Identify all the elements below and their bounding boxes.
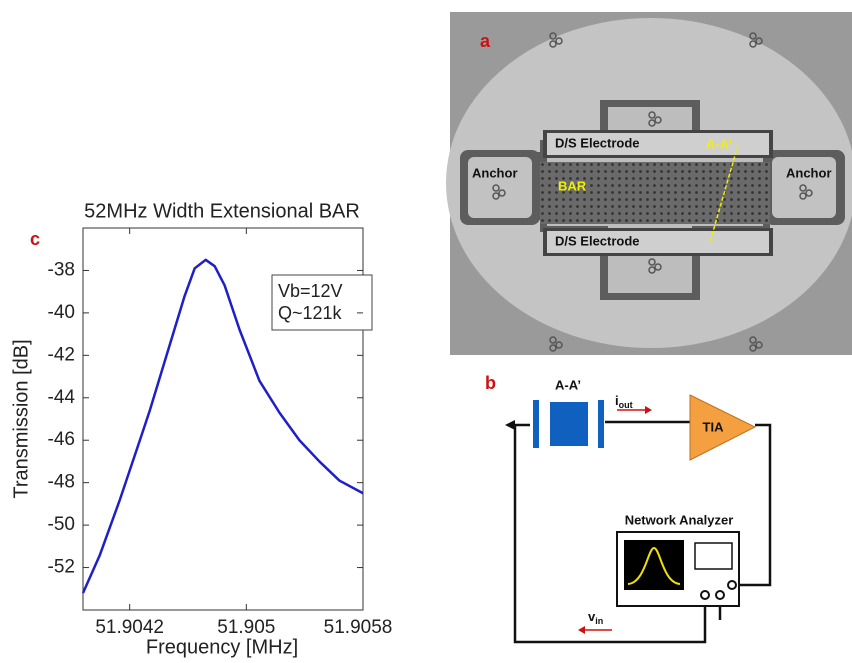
- y-tick-label: -38: [48, 259, 75, 280]
- arrow: [505, 420, 515, 430]
- y-tick-label: -52: [48, 557, 75, 578]
- current-label: iout: [615, 393, 633, 410]
- bar-label: BAR: [558, 178, 587, 193]
- annotation: Q~121k: [278, 303, 343, 323]
- analyzer-panel: [694, 542, 733, 570]
- current-symbol: i: [615, 393, 619, 408]
- anchor-label: Anchor: [472, 165, 518, 180]
- panel-label: b: [485, 373, 496, 393]
- micrograph: [446, 12, 852, 355]
- x-tick-label: 51.9058: [324, 617, 393, 638]
- anchor-label: Anchor: [786, 165, 832, 180]
- y-tick-label: -48: [48, 472, 75, 493]
- section-label: A-A’: [555, 377, 581, 392]
- x-axis-label: Frequency [MHz]: [146, 636, 298, 658]
- electrode: [598, 400, 604, 448]
- port: [727, 580, 737, 590]
- line-series: [81, 258, 364, 594]
- y-tick-label: -40: [48, 302, 75, 323]
- electrode: [533, 400, 539, 448]
- voltage-symbol: v: [588, 609, 596, 624]
- voltage-subscript: in: [595, 616, 603, 626]
- x-tick-label: 51.905: [217, 617, 275, 638]
- y-tick-label: -50: [48, 514, 75, 535]
- chart-title: 52MHz Width Extensional BAR: [84, 200, 360, 222]
- panel-label: a: [480, 31, 491, 51]
- electrode-label: D/S Electrode: [555, 135, 640, 150]
- x-tick-label: 51.9042: [95, 617, 164, 638]
- plot-frame: [82, 227, 364, 611]
- arrow: [578, 626, 585, 634]
- section-label: A-A’: [706, 136, 732, 151]
- port: [700, 590, 710, 600]
- y-tick-label: -42: [48, 344, 75, 365]
- panel-label: c: [30, 229, 40, 249]
- y-tick-label: -44: [48, 387, 76, 408]
- screen-curve: [627, 546, 681, 585]
- port: [715, 590, 725, 600]
- analyzer-label: Network Analyzer: [625, 512, 734, 527]
- y-tick-label: -46: [48, 429, 75, 450]
- amplifier: [689, 394, 757, 461]
- current-subscript: out: [619, 400, 633, 410]
- amplifier-label: TIA: [703, 419, 725, 434]
- resonator: [550, 402, 588, 446]
- voltage-label: vin: [588, 609, 603, 626]
- y-axis-label: Transmission [dB]: [10, 339, 32, 498]
- arrow: [645, 406, 652, 414]
- annotation-box: [271, 274, 373, 331]
- electrode-label: D/S Electrode: [555, 233, 640, 248]
- annotation: Vb=12V: [278, 281, 343, 301]
